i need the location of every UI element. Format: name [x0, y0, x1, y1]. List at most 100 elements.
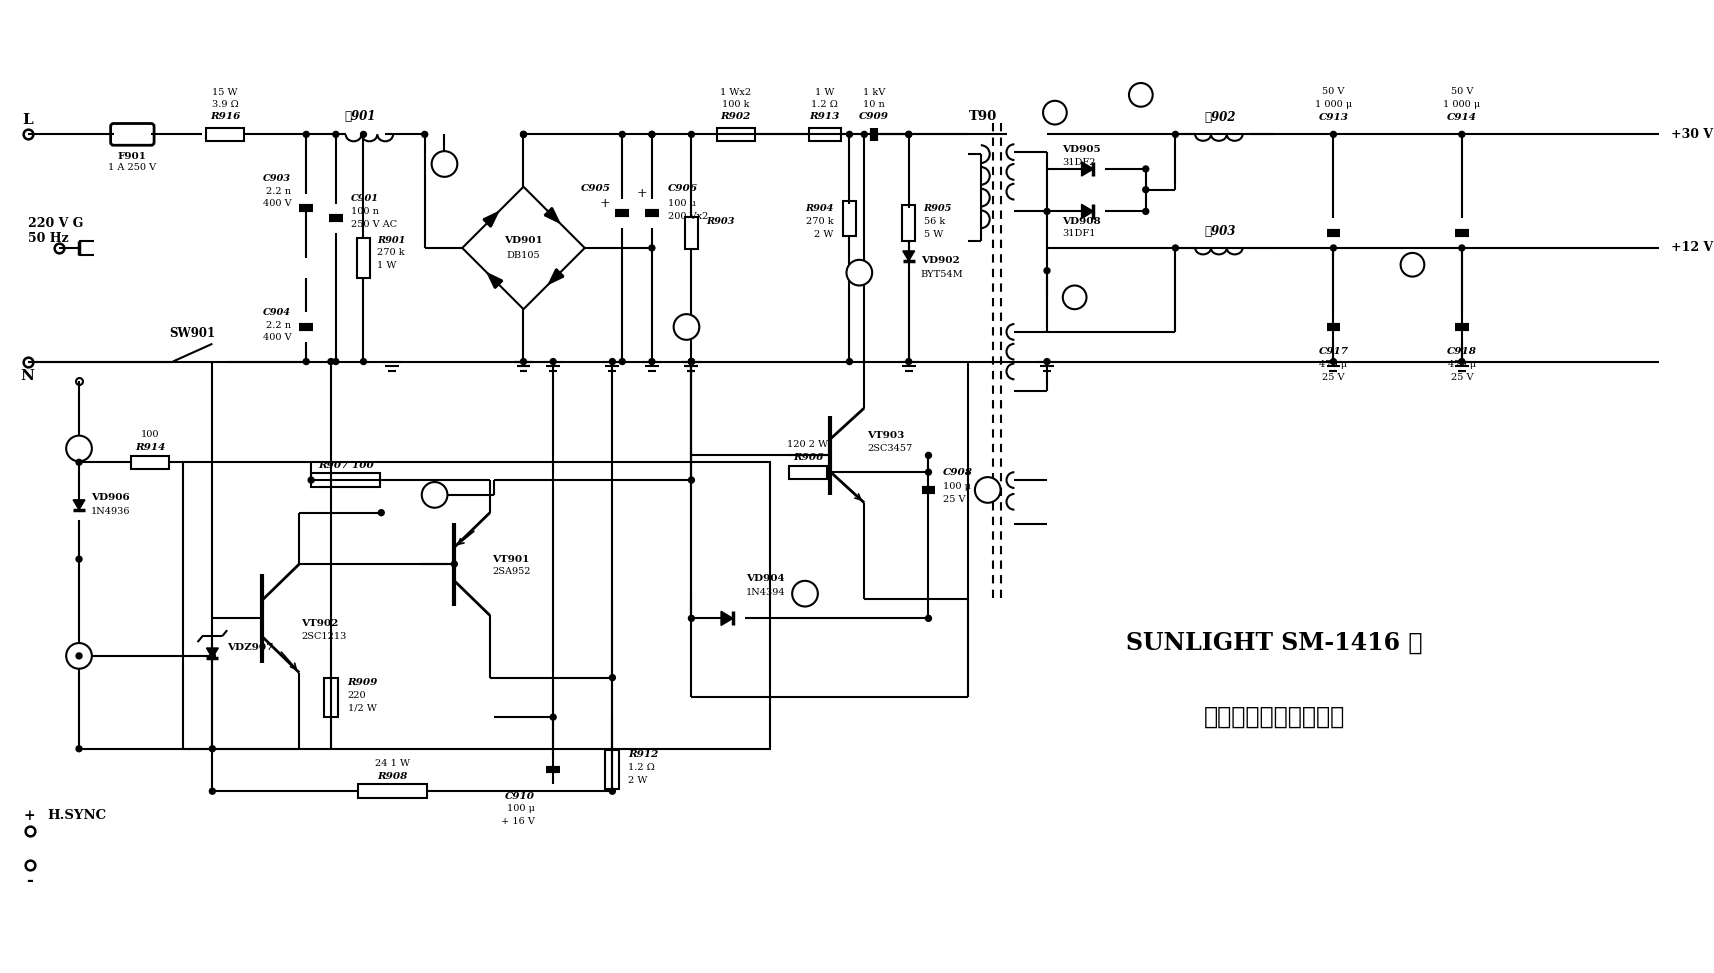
Circle shape [1330, 245, 1337, 251]
Circle shape [209, 745, 216, 752]
Circle shape [1330, 359, 1337, 365]
Text: 1.2 Ω: 1.2 Ω [629, 763, 655, 772]
Bar [132, 456, 170, 469]
Text: 50 V: 50 V [1450, 88, 1472, 96]
Text: +12 V: +12 V [1671, 241, 1714, 255]
Circle shape [1459, 359, 1465, 365]
Circle shape [650, 245, 655, 251]
Text: 100 k: 100 k [722, 100, 749, 109]
Text: 1N4394: 1N4394 [746, 589, 785, 597]
Text: R909: R909 [348, 678, 379, 687]
Text: 2 W: 2 W [629, 775, 648, 785]
Text: C905: C905 [581, 184, 610, 194]
Bar [843, 200, 855, 236]
Text: 250 V AC: 250 V AC [351, 220, 396, 229]
Circle shape [360, 131, 367, 137]
Text: 100 μ: 100 μ [943, 482, 972, 490]
Text: 2SC1213: 2SC1213 [302, 631, 346, 640]
Circle shape [926, 615, 931, 622]
Text: 1 W: 1 W [377, 261, 396, 270]
FancyBboxPatch shape [111, 124, 154, 145]
Text: C918: C918 [1447, 347, 1477, 356]
Text: +30 V: +30 V [1671, 127, 1714, 141]
Text: VD905: VD905 [1061, 145, 1100, 154]
Text: 1 A 250 V: 1 A 250 V [108, 163, 156, 172]
Circle shape [689, 359, 694, 365]
Text: TP2: TP2 [677, 322, 696, 332]
Bar [183, 462, 770, 749]
Text: 470 μ: 470 μ [1448, 360, 1476, 369]
Text: 120 2 W: 120 2 W [787, 440, 828, 449]
Text: SUNLIGHT SM-1416 型: SUNLIGHT SM-1416 型 [1126, 631, 1423, 655]
Text: -: - [26, 872, 33, 888]
Circle shape [75, 745, 82, 752]
Text: T90: T90 [968, 110, 998, 124]
Circle shape [521, 359, 526, 365]
Circle shape [1044, 101, 1066, 125]
Text: 2.2 n: 2.2 n [266, 320, 291, 330]
Text: R904: R904 [806, 204, 833, 213]
Text: VT902: VT902 [302, 619, 339, 628]
Text: F901: F901 [118, 152, 147, 161]
Circle shape [379, 510, 384, 516]
Text: 24 1 W: 24 1 W [375, 759, 410, 768]
Circle shape [303, 359, 309, 365]
Text: VD906: VD906 [91, 493, 130, 502]
Circle shape [327, 359, 334, 365]
Text: TP9: TP9 [1046, 109, 1064, 117]
Circle shape [650, 359, 655, 365]
Circle shape [67, 436, 93, 461]
Circle shape [1044, 359, 1051, 365]
Text: 1 W: 1 W [816, 89, 835, 97]
Text: TP5: TP5 [69, 444, 89, 453]
Text: ℓ903: ℓ903 [1205, 225, 1236, 237]
Text: 1/2 W: 1/2 W [348, 703, 377, 713]
Polygon shape [903, 251, 915, 261]
Text: R907 100: R907 100 [317, 461, 374, 470]
Text: 1 Wx2: 1 Wx2 [720, 89, 751, 97]
Circle shape [975, 477, 1001, 503]
Text: R903: R903 [706, 217, 735, 226]
Circle shape [67, 643, 93, 668]
Bar [357, 238, 370, 277]
Text: VD904: VD904 [746, 574, 785, 584]
Text: VD908: VD908 [1061, 217, 1100, 226]
Text: 1.2 Ω: 1.2 Ω [811, 100, 838, 109]
Circle shape [1044, 208, 1051, 214]
Circle shape [847, 359, 852, 365]
Text: +: + [600, 197, 610, 210]
Circle shape [521, 131, 526, 137]
Text: 56 k: 56 k [924, 217, 944, 226]
Text: VT901: VT901 [492, 555, 530, 563]
Circle shape [847, 131, 852, 137]
Circle shape [333, 131, 339, 137]
Bar [686, 217, 698, 249]
Text: 50 Hz: 50 Hz [27, 232, 69, 244]
Circle shape [1143, 208, 1148, 214]
Text: TP1: TP1 [435, 160, 454, 168]
Circle shape [75, 557, 82, 562]
Circle shape [550, 714, 555, 720]
Circle shape [422, 482, 447, 508]
Circle shape [610, 788, 615, 794]
Polygon shape [1082, 204, 1094, 219]
Circle shape [1063, 285, 1087, 309]
Text: R908: R908 [377, 772, 408, 781]
Circle shape [75, 653, 82, 659]
Circle shape [360, 359, 367, 365]
Text: 2.2 n: 2.2 n [266, 187, 291, 197]
Text: 1 kV: 1 kV [864, 89, 884, 97]
Circle shape [689, 477, 694, 483]
Circle shape [689, 359, 694, 365]
Circle shape [333, 359, 339, 365]
Circle shape [1459, 131, 1465, 137]
Text: R902: R902 [720, 112, 751, 121]
Polygon shape [206, 648, 218, 658]
Text: 50 V: 50 V [1321, 88, 1344, 96]
Text: VDZ907: VDZ907 [228, 643, 274, 653]
Text: TP8: TP8 [977, 486, 998, 494]
Text: 200 Vx2: 200 Vx2 [668, 212, 708, 221]
Text: 270 k: 270 k [806, 217, 833, 226]
Polygon shape [722, 611, 734, 626]
Circle shape [674, 314, 699, 340]
